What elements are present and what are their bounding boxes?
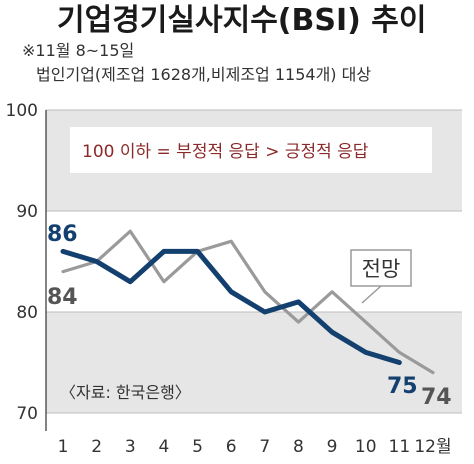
forecast-legend-label: 전망: [362, 257, 401, 281]
annotation-text: 100 이하 = 부정적 응답 > 긍정적 응답: [82, 142, 369, 162]
forecast-callout-box: [350, 249, 412, 287]
forecast-start-label: 84: [47, 285, 78, 310]
x-tick-label: 1: [58, 437, 69, 457]
series-lines: [60, 229, 435, 375]
subtitle-period: ※11월 8~15일: [22, 41, 134, 60]
x-tick-label: 6: [226, 437, 237, 457]
x-tick-label: 2: [91, 437, 102, 457]
forecast-callout-pointer: [361, 285, 382, 304]
y-axis-ticks: 70 80 90 100: [6, 101, 38, 424]
x-tick-label: 7: [259, 437, 270, 457]
y-tick-label: 90: [16, 202, 38, 222]
chart-title: 기업경기실사지수(BSI) 추이: [57, 3, 427, 38]
subtitle-sample: 법인기업(제조업 1628개,비제조업 1154개) 대상: [36, 65, 371, 84]
x-tick-label: 10: [355, 437, 377, 457]
forecast-end-label: 74: [421, 385, 452, 410]
y-tick-label: 100: [6, 101, 38, 121]
x-tick-label: 3: [125, 437, 136, 457]
x-tick-label: 12월: [414, 437, 451, 457]
source-note: 〈자료: 한국은행〉: [60, 383, 191, 402]
annotation-box: [70, 127, 432, 173]
gridlines: [45, 109, 462, 431]
x-tick-label: 9: [327, 437, 338, 457]
y-tick-label: 70: [16, 404, 38, 424]
x-axis-ticks: 1 2 3 4 5 6 7 8 9 10 11 12월: [58, 437, 452, 457]
series-line-forecast: [61, 229, 435, 375]
x-tick-label: 4: [158, 437, 169, 457]
actual-start-label: 86: [47, 222, 78, 247]
x-tick-label: 5: [192, 437, 203, 457]
x-tick-label: 11: [389, 437, 411, 457]
series-labels: 86 84 75 74 전망: [47, 222, 452, 410]
series-line-actual: [60, 248, 402, 365]
y-tick-label: 80: [16, 303, 38, 323]
x-tick-label: 8: [293, 437, 304, 457]
actual-end-label: 75: [387, 374, 418, 399]
